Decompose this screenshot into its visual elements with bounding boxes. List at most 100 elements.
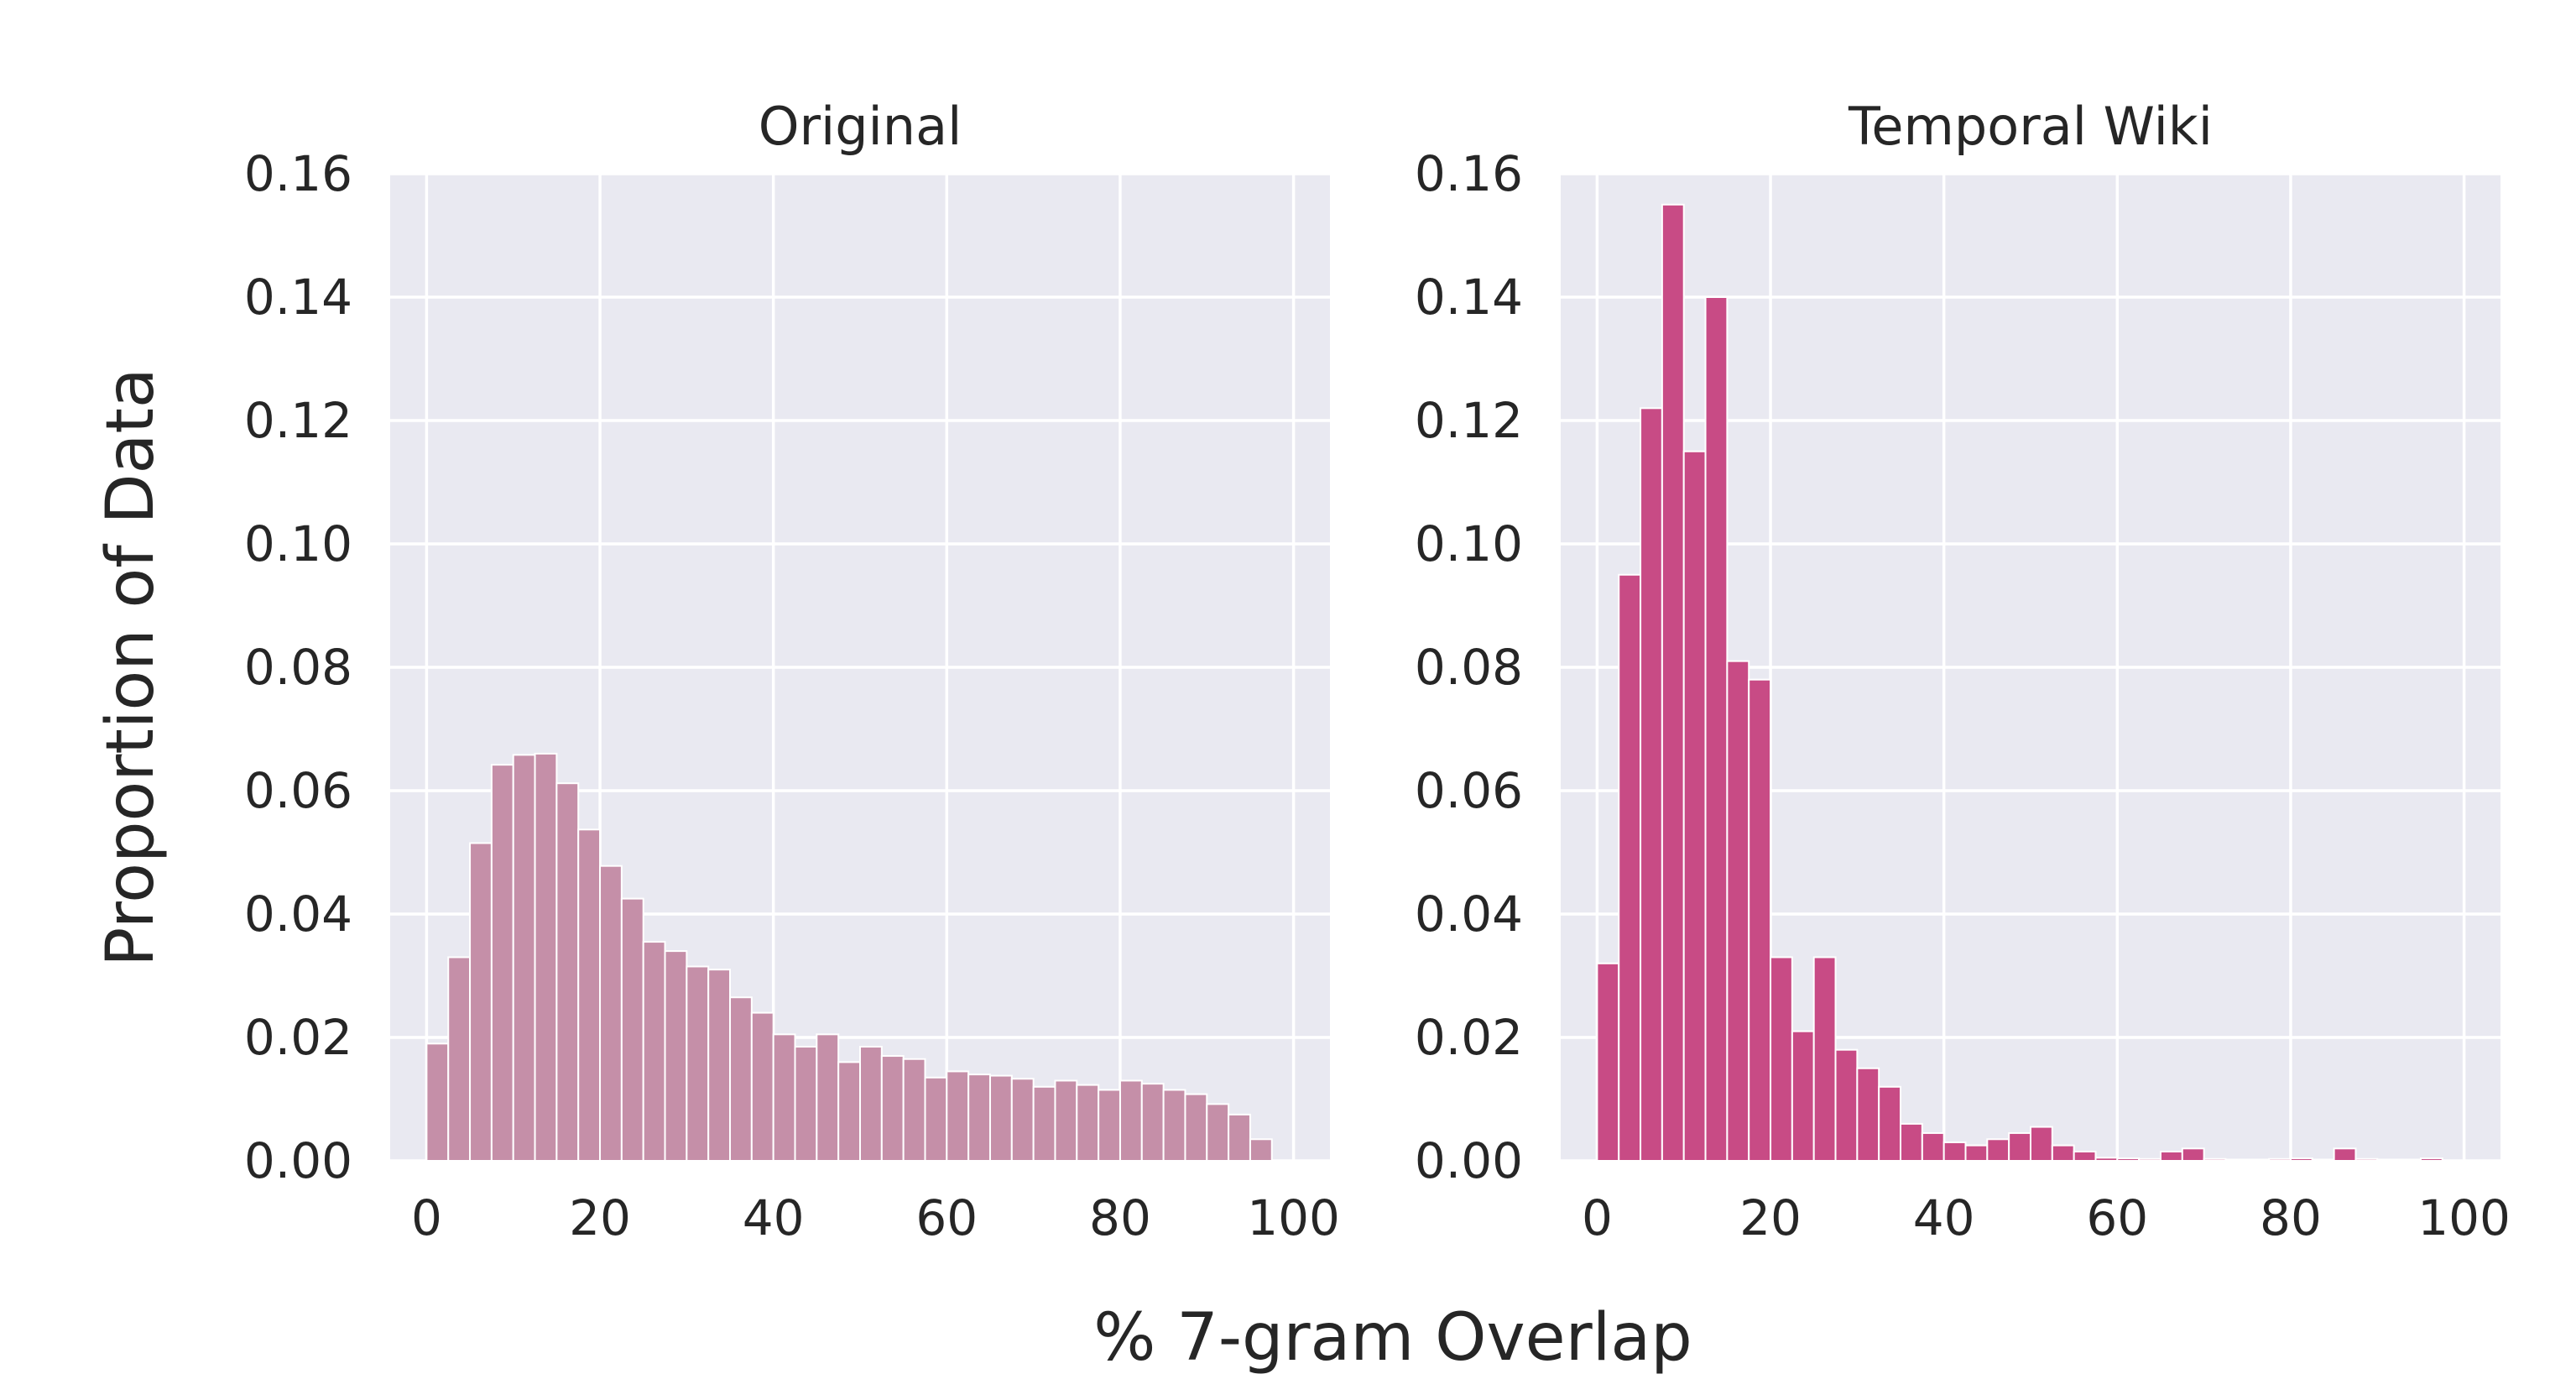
y-tick-label: 0.06 [244,762,352,819]
panel-temporal-wiki: Temporal Wiki 0.000.020.040.060.080.100.… [1415,96,2511,1246]
bar [1986,1138,2010,1162]
bar [534,752,558,1162]
bar [1098,1089,1121,1162]
y-tick-label: 0.12 [1415,392,1523,449]
x-tick-label: 0 [411,1189,442,1246]
x-tick-label: 80 [1089,1189,1151,1246]
y-tick-label: 0.04 [244,886,352,943]
bar [946,1070,970,1162]
y-axis-label: Proportion of Data [93,368,169,966]
bar [2116,1157,2141,1162]
bar [664,950,688,1162]
x-tick-labels-original: 0 20 40 60 80 100 [411,1189,1340,1246]
bar [1878,1085,1902,1162]
bar [425,1042,450,1162]
bar [1640,407,1663,1162]
bar [1661,203,1685,1162]
bar [1249,1138,1273,1162]
bars-temporal-wiki [1596,203,2443,1162]
bar [1596,962,1620,1162]
y-tick-label: 0.10 [1415,515,1523,572]
x-tick-label: 40 [1913,1189,1975,1246]
bar [2159,1150,2183,1162]
bar [1010,1078,1035,1162]
x-tick-label: 40 [743,1189,805,1246]
panel-title-temporal-wiki: Temporal Wiki [1848,96,2213,157]
x-tick-label: 20 [1739,1189,1802,1246]
y-tick-label: 0.00 [1415,1132,1523,1189]
bar [2224,1158,2249,1162]
y-tick-label: 0.12 [244,392,352,449]
y-tick-label: 0.06 [1415,762,1523,819]
y-tick-labels-temporal-wiki: 0.00 0.02 0.04 0.06 0.08 0.10 0.12 0.14 0.16 [1415,145,1523,1189]
bar [2354,1157,2379,1162]
bar [1791,1030,1815,1162]
bar [2289,1157,2313,1162]
bar [880,1055,905,1162]
bar [1054,1079,1078,1162]
bar [1856,1067,1880,1162]
bar [1812,956,1837,1162]
y-tick-labels-original: 0.00 0.02 0.04 0.06 0.08 0.10 0.12 0.14 0.16 [244,145,352,1189]
y-tick-label: 0.08 [244,639,352,696]
bar [1834,1048,1859,1162]
bar [988,1074,1013,1162]
x-tick-labels-temporal-wiki: 0 20 40 60 80 100 [1582,1189,2511,1246]
bar [490,764,514,1162]
panel-original: Original 0.00 0.02 0.04 0.06 0.08 0.10 0.12 0.1… [244,96,1340,1246]
bar [2008,1131,2031,1162]
bar [1770,956,1793,1162]
bar [924,1076,948,1162]
bar [686,965,710,1162]
bar [1748,678,1772,1162]
bar [1184,1093,1208,1162]
bars-original [425,752,1273,1162]
x-tick-label: 60 [2086,1189,2148,1246]
bar [469,842,493,1162]
bar [2073,1150,2097,1162]
panel-title-original: Original [759,96,962,157]
bar [1228,1113,1251,1162]
bar [902,1058,926,1162]
bar [816,1033,840,1162]
bar [1900,1122,1923,1162]
bar [512,754,536,1162]
bar [555,782,580,1162]
x-axis-label: % 7-gram Overlap [1093,1300,1692,1376]
y-tick-label: 0.14 [1415,269,1523,326]
bar [2094,1157,2119,1162]
bar [2203,1157,2227,1162]
bar [2181,1147,2205,1162]
x-tick-label: 20 [569,1189,631,1246]
x-tick-label: 60 [915,1189,978,1246]
y-tick-label: 0.02 [244,1009,352,1066]
bar [2398,1158,2422,1162]
y-tick-label: 0.04 [1415,886,1523,943]
bar [1076,1084,1100,1162]
bar [707,969,732,1162]
y-tick-label: 0.02 [1415,1009,1523,1066]
bar [2333,1147,2357,1162]
bar [1206,1103,1230,1162]
bar [1704,296,1729,1162]
y-tick-label: 0.16 [1415,145,1523,202]
bar [2268,1157,2292,1162]
bar [2376,1158,2401,1162]
y-tick-label: 0.16 [244,145,352,202]
bar [967,1074,991,1162]
x-tick-label: 100 [2417,1189,2511,1246]
x-tick-label: 100 [1247,1189,1340,1246]
bar [599,865,623,1162]
bar [1726,660,1750,1162]
bar [772,1033,796,1162]
bar [1032,1085,1056,1162]
bar [750,1011,774,1162]
bar [1140,1083,1165,1162]
y-tick-label: 0.08 [1415,639,1523,696]
x-tick-label: 0 [1582,1189,1613,1246]
bar [642,941,666,1162]
bar [794,1046,818,1162]
bar [2419,1157,2443,1162]
y-tick-label: 0.00 [244,1132,352,1189]
